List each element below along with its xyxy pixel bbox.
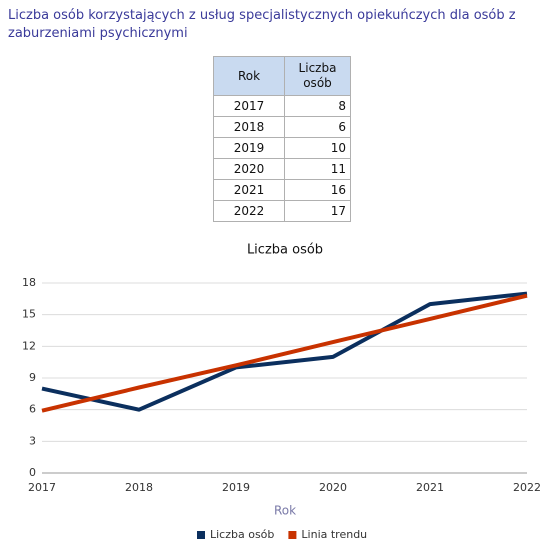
table-cell: 2021	[213, 179, 285, 201]
chart-title: Liczba osób	[247, 243, 323, 258]
y-tick-label: 0	[29, 466, 36, 479]
x-tick-label: 2018	[125, 481, 153, 494]
table-header: Rok Liczba osób	[213, 56, 351, 96]
table-cell: 8	[284, 95, 351, 117]
y-tick-label: 6	[29, 403, 36, 416]
table-cell: 2017	[213, 95, 285, 117]
table-row: 2020 11	[213, 158, 351, 180]
column-header: Rok	[213, 56, 285, 96]
legend-swatch	[197, 531, 205, 539]
data-table: Rok Liczba osób 2017 8 2018 6 2019 10 2020 11 202…	[213, 56, 351, 222]
x-tick-label: 2017	[28, 481, 56, 494]
legend-label: Linia trendu	[301, 528, 367, 541]
table-cell: 2020	[213, 158, 285, 180]
x-tick-label: 2020	[319, 481, 347, 494]
table-cell: 2019	[213, 137, 285, 159]
legend-label: Liczba osób	[210, 528, 274, 541]
table-row: 2021 16	[213, 179, 351, 201]
table-row: 2019 10	[213, 137, 351, 159]
column-header: Liczba osób	[284, 56, 351, 96]
y-tick-label: 15	[22, 308, 36, 321]
table-row: 2017 8	[213, 95, 351, 117]
table-cell: 11	[284, 158, 351, 180]
y-tick-label: 3	[29, 434, 36, 447]
table-cell: 2022	[213, 200, 285, 222]
table-cell: 10	[284, 137, 351, 159]
y-tick-label: 9	[29, 371, 36, 384]
chart: Liczba osób Rok 0 3 6 9 12 15 18 2017 2018 2019 20…	[22, 243, 541, 542]
table-cell: 6	[284, 116, 351, 138]
y-tick-label: 18	[22, 276, 36, 289]
table-row: 2022 17	[213, 200, 351, 222]
table-row: 2018 6	[213, 116, 351, 138]
x-axis-label: Rok	[274, 504, 296, 518]
heading: Liczba osób korzystających z usług specj…	[8, 8, 516, 41]
table-cell: 2018	[213, 116, 285, 138]
x-tick-label: 2022	[513, 481, 541, 494]
x-tick-label: 2021	[416, 481, 444, 494]
x-tick-label: 2019	[222, 481, 250, 494]
y-tick-label: 12	[22, 339, 36, 352]
data-line	[41, 291, 528, 412]
data-line	[41, 293, 528, 413]
table-body: 2017 8 2018 6 2019 10 2020 11 2021 16 2022 17	[213, 95, 351, 222]
table-cell: 17	[284, 200, 351, 222]
legend-swatch	[288, 531, 297, 539]
table-cell: 16	[284, 179, 351, 201]
